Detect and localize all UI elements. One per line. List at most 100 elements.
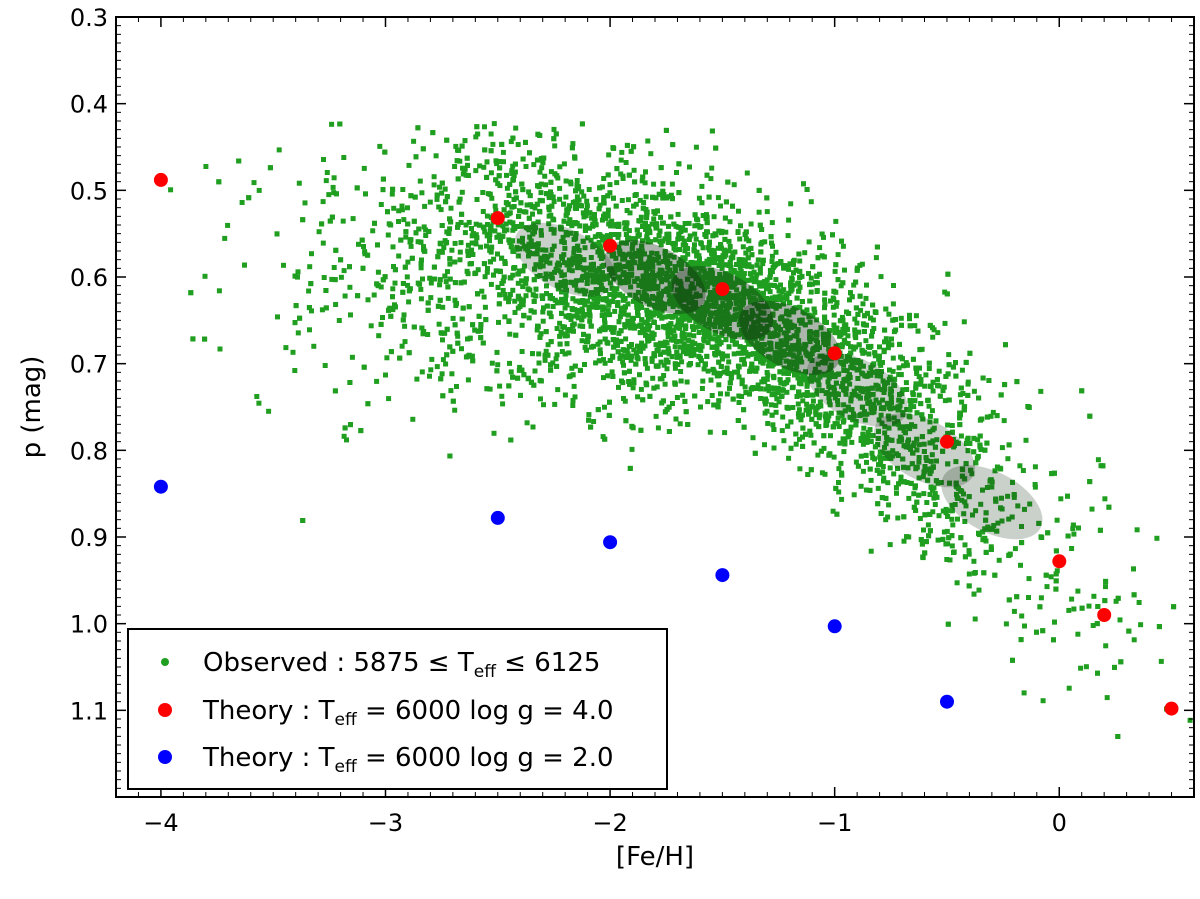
observed-point — [929, 408, 935, 414]
observed-point — [1053, 571, 1059, 577]
observed-point — [887, 465, 893, 471]
observed-point — [946, 535, 952, 541]
observed-point — [702, 287, 708, 293]
observed-point — [854, 367, 860, 373]
observed-point — [316, 229, 322, 235]
observed-point — [998, 392, 1004, 398]
observed-point — [692, 223, 698, 229]
observed-point — [754, 303, 760, 309]
observed-point — [788, 445, 794, 451]
observed-point — [640, 296, 646, 301]
observed-point — [332, 277, 338, 283]
observed-point — [662, 301, 668, 307]
observed-point — [822, 305, 827, 311]
observed-point — [662, 324, 668, 329]
observed-point — [605, 193, 611, 199]
observed-point — [936, 368, 942, 374]
observed-point — [621, 362, 626, 368]
observed-point — [666, 194, 672, 200]
observed-point — [1156, 624, 1162, 630]
observed-point — [589, 267, 595, 273]
observed-point — [736, 393, 742, 399]
observed-point — [672, 241, 678, 247]
observed-point — [507, 181, 513, 187]
observed-point — [687, 233, 693, 239]
observed-point — [703, 271, 708, 277]
observed-point — [878, 412, 884, 418]
observed-point — [882, 430, 888, 436]
observed-point — [411, 138, 417, 144]
observed-point — [749, 264, 755, 270]
observed-point — [508, 437, 514, 443]
observed-point — [751, 269, 757, 275]
observed-point — [607, 190, 613, 196]
observed-point — [510, 287, 516, 293]
observed-point — [841, 449, 847, 455]
observed-point — [338, 274, 344, 280]
observed-point — [924, 458, 930, 463]
observed-point — [895, 407, 901, 413]
observed-point — [700, 280, 705, 286]
observed-point — [620, 293, 626, 299]
observed-point — [815, 452, 821, 458]
observed-point — [775, 385, 781, 391]
observed-point — [449, 371, 455, 377]
observed-point — [703, 321, 709, 327]
observed-point — [843, 358, 849, 364]
observed-point — [885, 345, 891, 351]
observed-point — [283, 345, 289, 351]
observed-point — [776, 303, 782, 309]
observed-point — [619, 264, 625, 270]
observed-point — [796, 251, 802, 257]
observed-point — [945, 431, 951, 436]
observed-point — [613, 232, 619, 237]
observed-point — [895, 421, 901, 427]
observed-point — [391, 205, 397, 211]
observed-point — [693, 324, 699, 330]
observed-point — [1104, 695, 1110, 701]
observed-point — [738, 269, 744, 275]
observed-point — [535, 245, 541, 251]
observed-point — [438, 207, 444, 213]
observed-point — [942, 320, 948, 326]
observed-point — [714, 317, 720, 322]
observed-point — [321, 157, 326, 162]
observed-point — [837, 440, 843, 446]
observed-point — [202, 273, 208, 279]
observed-point — [557, 164, 563, 170]
observed-point — [935, 330, 941, 336]
observed-point — [605, 340, 611, 346]
observed-point — [804, 390, 810, 395]
observed-point — [1075, 588, 1081, 594]
observed-point — [691, 248, 697, 254]
observed-point — [1026, 595, 1031, 600]
observed-point — [664, 270, 670, 276]
observed-point — [569, 365, 575, 371]
observed-point — [557, 185, 563, 191]
observed-point — [485, 266, 490, 271]
observed-point — [670, 304, 676, 309]
observed-point — [504, 185, 510, 191]
observed-point — [344, 437, 349, 443]
observed-point — [842, 267, 847, 273]
observed-point — [676, 190, 682, 196]
observed-point — [374, 378, 380, 384]
observed-point — [567, 373, 573, 379]
observed-point — [678, 318, 684, 324]
observed-point — [743, 350, 749, 356]
observed-point — [838, 460, 844, 466]
observed-point — [490, 141, 496, 147]
observed-point — [700, 245, 706, 251]
observed-point — [769, 392, 775, 398]
observed-point — [592, 234, 598, 240]
observed-point — [647, 393, 653, 399]
observed-point — [751, 279, 757, 285]
observed-point — [663, 274, 669, 280]
observed-point — [495, 362, 501, 368]
observed-point — [544, 283, 549, 289]
observed-point — [963, 461, 969, 467]
observed-point — [812, 366, 818, 372]
observed-point — [590, 304, 596, 310]
observed-point — [811, 375, 817, 381]
observed-point — [945, 422, 951, 428]
